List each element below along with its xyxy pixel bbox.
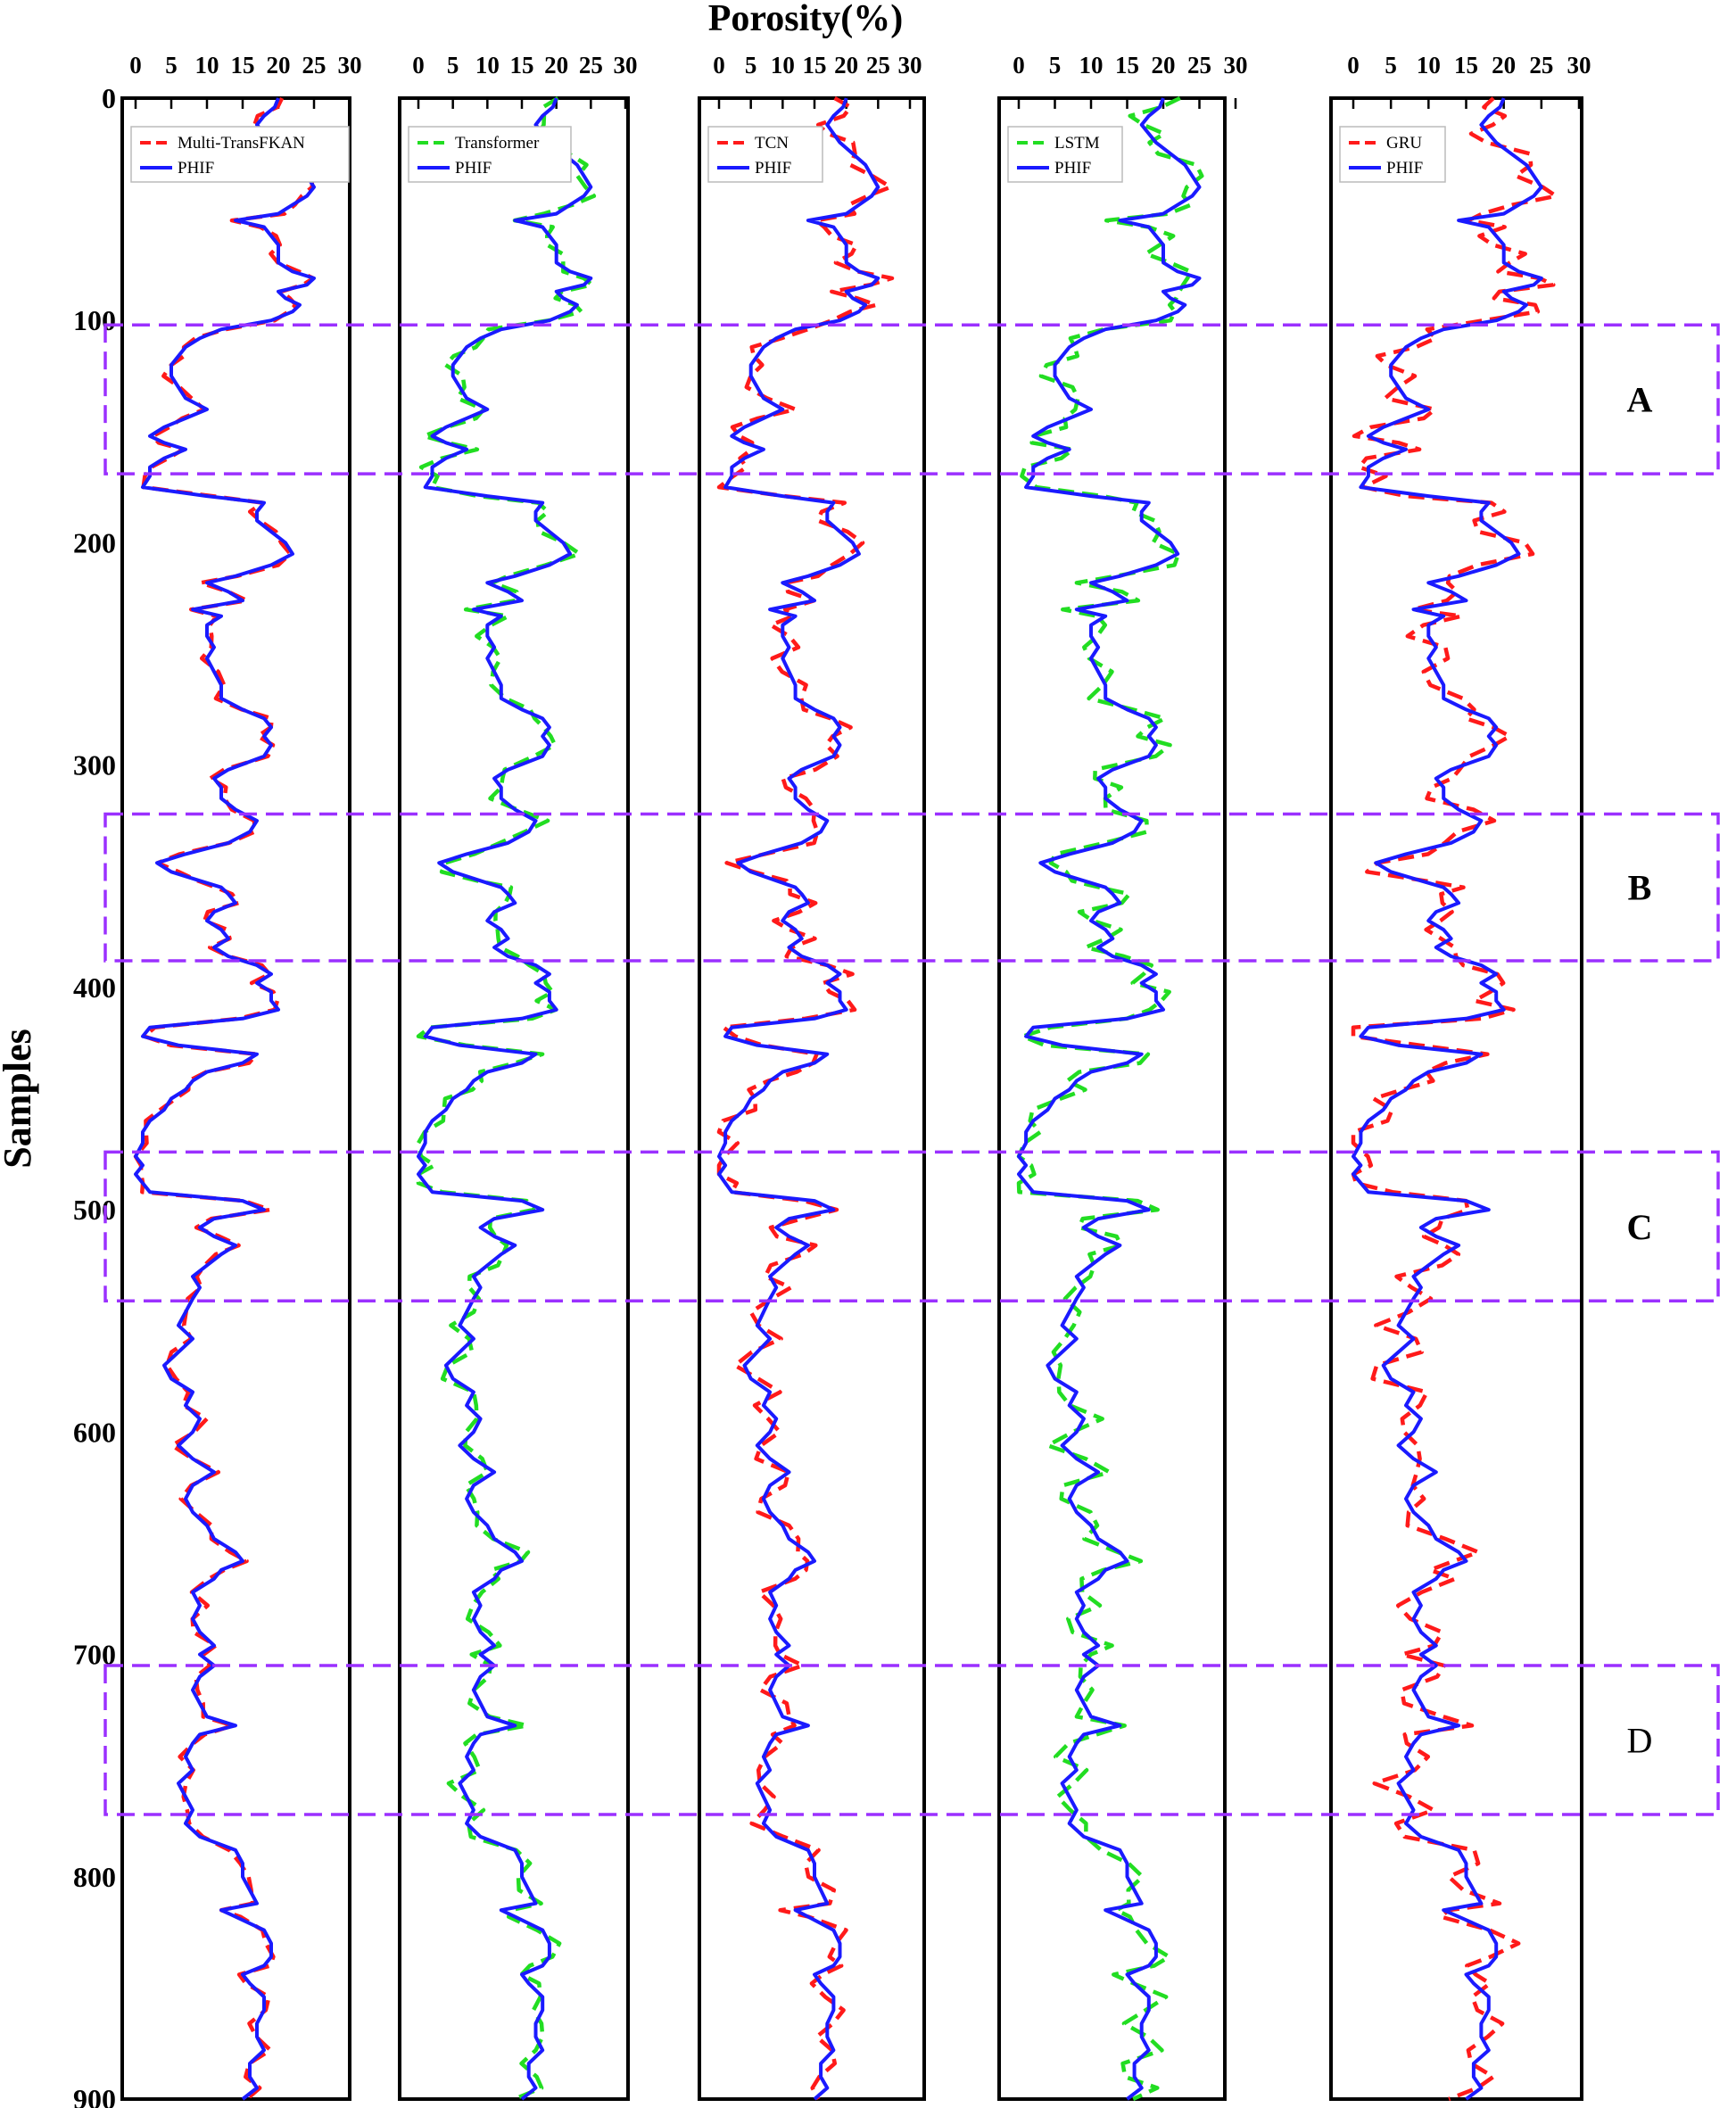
legend-box: [1339, 126, 1446, 183]
prediction-line: [1351, 96, 1558, 2102]
phif-line: [134, 97, 316, 2101]
x-tick-label: 10: [1417, 52, 1441, 79]
zone-boxes: A B C D: [103, 323, 1720, 1816]
x-tick-label: 10: [1079, 52, 1104, 79]
legend-phif-label: PHIF: [178, 159, 214, 178]
panel-lstm: 0 5 10 15 20 25 30 LSTM PHIF: [997, 52, 1248, 2102]
y-tick-label: 100: [73, 304, 116, 336]
legend-prediction-label: Multi-TransFKAN: [178, 134, 305, 153]
panel-frame: [1329, 96, 1583, 2101]
legend-box: [707, 126, 823, 183]
panel-gru: 0 5 10 15 20 25 30 GRU PHIF: [1329, 52, 1591, 2102]
zone-box-c: [103, 1150, 1720, 1303]
x-tick-label: 15: [1115, 52, 1139, 79]
x-tick-label: 20: [1152, 52, 1176, 79]
legend-box: [130, 126, 350, 183]
legend-prediction-label: Transformer: [455, 134, 540, 153]
x-tick-label: 10: [475, 52, 500, 79]
prediction-line: [716, 96, 895, 2101]
panel-transformer: 0 5 10 15 20 25 30 Transformer PHIF: [398, 52, 638, 2102]
x-tick-label: 20: [1492, 52, 1516, 79]
legend-box: [408, 126, 572, 183]
zone-box-d: [103, 1664, 1720, 1816]
phif-line: [417, 97, 593, 2101]
y-axis-label: Samples: [0, 1029, 39, 1168]
x-tick-label: 15: [1454, 52, 1478, 79]
panel-multi-transfkan: 0 5 10 15 20 25 30 Multi-TransFKAN PHIF: [120, 52, 362, 2101]
y-tick-label: 200: [73, 526, 116, 558]
x-tick-label: 30: [338, 52, 362, 79]
legend-phif-label: PHIF: [1386, 159, 1423, 178]
y-tick-label: 0: [102, 82, 116, 114]
prediction-line: [416, 96, 597, 2102]
x-tick-label: 5: [745, 52, 757, 79]
panel-tcn: 0 5 10 15 20 25 30 TCN PHIF: [698, 52, 926, 2101]
x-tick-label: 30: [614, 52, 638, 79]
panel-frame: [997, 96, 1227, 2101]
y-tick-label: 900: [73, 2083, 116, 2108]
x-tick-label: 30: [898, 52, 922, 79]
x-tick-label: 20: [834, 52, 858, 79]
legend-prediction-label: TCN: [755, 134, 789, 153]
x-tick-label: 10: [771, 52, 795, 79]
panel-frame: [120, 96, 351, 2101]
zone-label-d: D: [1627, 1721, 1653, 1761]
x-tick-label: 0: [412, 52, 425, 79]
legend-box: [1007, 126, 1123, 183]
x-tick-label: 5: [447, 52, 459, 79]
x-tick-label: 30: [1224, 52, 1248, 79]
x-tick-label: 0: [129, 52, 142, 79]
zone-box-b: [103, 812, 1720, 963]
legend-phif-label: PHIF: [455, 159, 492, 178]
x-tick-label: 25: [1529, 52, 1553, 79]
zone-label-a: A: [1627, 380, 1653, 420]
chart-title: Porosity(%): [708, 0, 904, 39]
x-tick-label: 15: [231, 52, 255, 79]
x-tick-label: 5: [1049, 52, 1062, 79]
phif-line: [717, 97, 880, 2101]
panel-frame: [698, 96, 926, 2101]
x-tick-label: 30: [1567, 52, 1591, 79]
x-tick-label: 0: [1013, 52, 1025, 79]
x-tick-label: 20: [267, 52, 291, 79]
y-tick-label: 300: [73, 749, 116, 781]
y-tick-label: 600: [73, 1416, 116, 1448]
x-tick-label: 10: [195, 52, 219, 79]
x-tick-label: 5: [165, 52, 178, 79]
x-tick-label: 5: [1385, 52, 1397, 79]
x-tick-label: 25: [302, 52, 327, 79]
x-tick-label: 25: [866, 52, 890, 79]
legend-prediction-label: GRU: [1386, 134, 1422, 153]
legend-phif-label: PHIF: [1054, 159, 1091, 178]
y-tick-label: 800: [73, 1861, 116, 1893]
y-tick-label: 400: [73, 971, 116, 1004]
x-tick-label: 20: [544, 52, 568, 79]
zone-label-c: C: [1627, 1207, 1653, 1247]
x-tick-label: 15: [803, 52, 827, 79]
prediction-line: [1016, 95, 1204, 2102]
prediction-line: [133, 97, 316, 2101]
panel-frame: [398, 96, 630, 2101]
x-tick-label: 25: [1187, 52, 1211, 79]
x-tick-label: 25: [579, 52, 603, 79]
legend-prediction-label: LSTM: [1054, 134, 1100, 153]
x-tick-label: 0: [713, 52, 725, 79]
zone-box-a: [103, 323, 1720, 475]
legend-phif-label: PHIF: [755, 159, 791, 178]
phif-line: [1352, 97, 1543, 2101]
zone-label-b: B: [1628, 868, 1652, 908]
y-tick-label: 500: [73, 1194, 116, 1226]
phif-line: [1017, 97, 1202, 2101]
x-tick-label: 15: [510, 52, 534, 79]
x-tick-label: 0: [1347, 52, 1360, 79]
